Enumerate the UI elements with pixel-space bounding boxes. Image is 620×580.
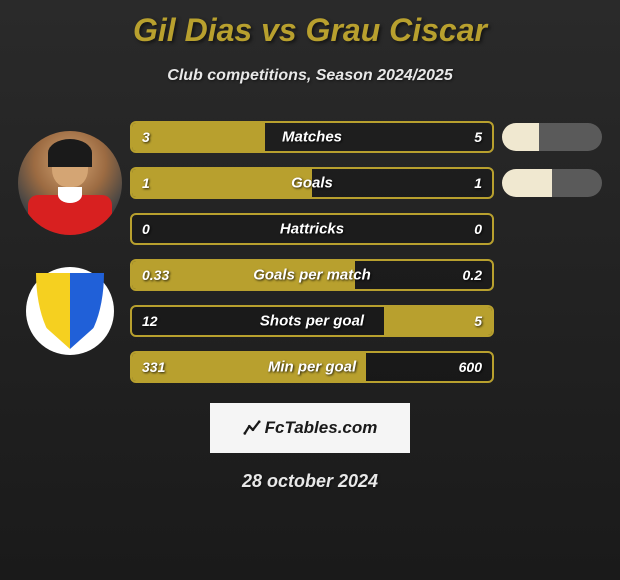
pill-slot: [502, 169, 602, 197]
stat-row: Matches 3 5: [130, 121, 602, 153]
stat-value-right: 1: [474, 175, 482, 191]
stat-bar: Hattricks 0 0: [130, 213, 494, 245]
stat-value-left: 3: [142, 129, 150, 145]
pill-slot: [502, 215, 602, 243]
stat-bar: Min per goal 331 600: [130, 351, 494, 383]
player1-avatar: [18, 131, 122, 235]
stat-value-left: 1: [142, 175, 150, 191]
stat-label: Min per goal: [268, 359, 356, 376]
stat-label: Hattricks: [280, 221, 344, 238]
pill-slot: [502, 123, 602, 151]
stat-value-right: 600: [459, 359, 482, 375]
pill-slot: [502, 307, 602, 335]
pill-right: [552, 169, 602, 197]
stat-bar: Matches 3 5: [130, 121, 494, 153]
bar-fill-left: [132, 123, 265, 151]
stat-row: Goals 1 1: [130, 167, 602, 199]
stat-value-right: 0: [474, 221, 482, 237]
brand-badge: FcTables.com: [210, 403, 410, 453]
ratio-pill: [502, 123, 602, 151]
brand-text: FcTables.com: [265, 418, 378, 438]
pill-left: [502, 169, 552, 197]
stat-row: Shots per goal 12 5: [130, 305, 602, 337]
player2-badge: [26, 267, 114, 355]
stat-value-right: 0.2: [463, 267, 482, 283]
pill-left: [502, 123, 539, 151]
stat-bar: Shots per goal 12 5: [130, 305, 494, 337]
pill-slot: [502, 261, 602, 289]
club-shield-icon: [36, 273, 104, 349]
ratio-pill: [502, 169, 602, 197]
stat-value-right: 5: [474, 313, 482, 329]
stat-bar: Goals 1 1: [130, 167, 494, 199]
pill-right: [539, 123, 602, 151]
stat-row: Min per goal 331 600: [130, 351, 602, 383]
stat-value-left: 0: [142, 221, 150, 237]
stats-column: Matches 3 5 Goals 1 1 Hattricks 0 0 Goals per mat…: [130, 121, 610, 383]
stat-value-left: 331: [142, 359, 165, 375]
stat-value-left: 12: [142, 313, 158, 329]
player1-jersey: [28, 195, 112, 235]
pill-slot: [502, 353, 602, 381]
subtitle: Club competitions, Season 2024/2025: [0, 67, 620, 85]
stat-label: Goals per match: [253, 267, 371, 284]
stat-label: Matches: [282, 129, 342, 146]
avatars-column: [10, 121, 130, 383]
chart-icon: [243, 419, 261, 437]
stat-bar: Goals per match 0.33 0.2: [130, 259, 494, 291]
page-title: Gil Dias vs Grau Ciscar: [0, 0, 620, 49]
bar-fill-left: [132, 169, 312, 197]
stat-value-left: 0.33: [142, 267, 169, 283]
stat-label: Goals: [291, 175, 333, 192]
comparison-content: Matches 3 5 Goals 1 1 Hattricks 0 0 Goals per mat…: [0, 121, 620, 383]
stat-row: Hattricks 0 0: [130, 213, 602, 245]
stat-value-right: 5: [474, 129, 482, 145]
stat-row: Goals per match 0.33 0.2: [130, 259, 602, 291]
stat-label: Shots per goal: [260, 313, 364, 330]
date-text: 28 october 2024: [0, 471, 620, 492]
